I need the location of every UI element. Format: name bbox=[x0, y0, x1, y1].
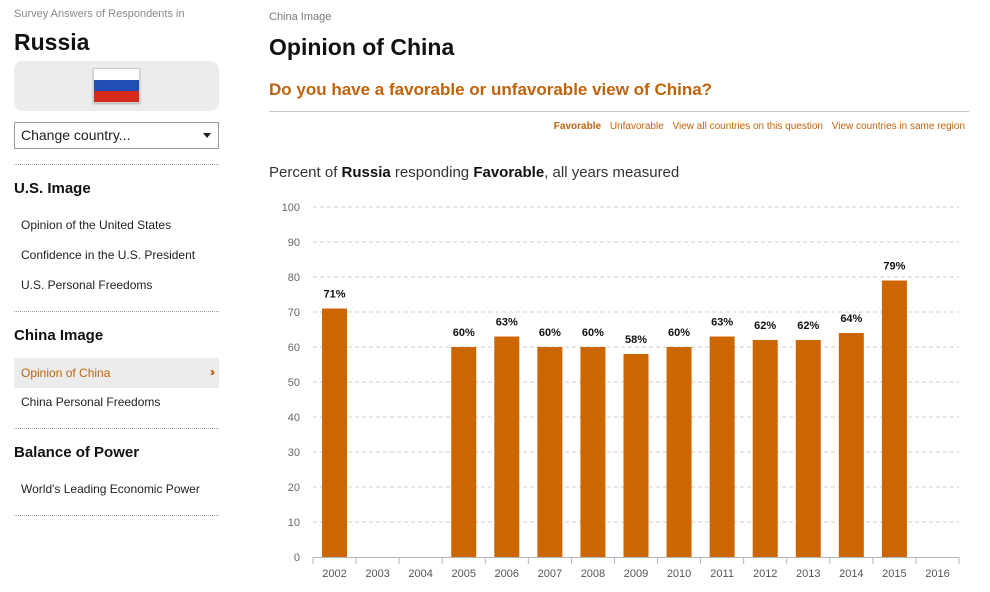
x-tick-label: 2007 bbox=[538, 568, 562, 580]
breadcrumb[interactable]: China Image bbox=[269, 11, 332, 23]
bar bbox=[451, 347, 477, 557]
x-tick-label: 2009 bbox=[624, 568, 648, 580]
filter-links: Favorable Unfavorable View all countries… bbox=[548, 121, 965, 132]
x-tick-label: 2003 bbox=[365, 568, 389, 580]
survey-question: Do you have a favorable or unfavorable v… bbox=[269, 80, 713, 99]
y-tick-label: 10 bbox=[288, 517, 300, 529]
caption-prefix: Percent of bbox=[269, 164, 342, 181]
russia-flag-icon bbox=[93, 68, 140, 103]
x-tick-label: 2010 bbox=[667, 568, 691, 580]
page-title: Opinion of China bbox=[269, 34, 455, 60]
divider bbox=[14, 164, 219, 165]
data-label: 71% bbox=[324, 289, 346, 301]
divider bbox=[14, 428, 219, 429]
bar bbox=[752, 340, 778, 557]
change-country-select[interactable]: Change country... bbox=[14, 122, 219, 149]
bar bbox=[881, 280, 907, 557]
y-tick-label: 100 bbox=[282, 202, 300, 214]
data-label: 63% bbox=[496, 317, 518, 329]
nav-item-opinion-of-us[interactable]: Opinion of the United States bbox=[21, 218, 172, 232]
x-tick-label: 2014 bbox=[839, 568, 863, 580]
bar bbox=[666, 347, 692, 557]
caption-middle: responding bbox=[390, 164, 474, 181]
bar bbox=[322, 308, 348, 557]
y-tick-label: 80 bbox=[288, 272, 300, 284]
y-tick-label: 60 bbox=[288, 342, 300, 354]
data-label: 62% bbox=[754, 320, 776, 332]
data-label: 60% bbox=[668, 327, 690, 339]
caption-suffix: , all years measured bbox=[544, 164, 680, 181]
flag-panel bbox=[14, 61, 219, 111]
nav-item-label: Opinion of China bbox=[21, 366, 111, 380]
filter-favorable-link[interactable]: Favorable bbox=[553, 121, 602, 132]
y-tick-label: 90 bbox=[288, 237, 300, 249]
y-tick-label: 0 bbox=[294, 552, 300, 564]
divider bbox=[14, 515, 219, 516]
bar bbox=[537, 347, 563, 557]
chart-caption: Percent of Russia responding Favorable, … bbox=[269, 164, 679, 181]
x-tick-label: 2002 bbox=[322, 568, 346, 580]
data-label: 64% bbox=[840, 313, 862, 325]
bar bbox=[709, 336, 735, 557]
data-label: 60% bbox=[453, 327, 475, 339]
dropdown-caret-icon bbox=[203, 133, 211, 138]
data-label: 63% bbox=[711, 317, 733, 329]
filter-unfavorable-link[interactable]: Unfavorable bbox=[609, 121, 664, 132]
bar bbox=[623, 354, 649, 557]
x-tick-label: 2006 bbox=[495, 568, 519, 580]
section-title-china-image: China Image bbox=[14, 327, 104, 344]
nav-item-china-personal-freedoms[interactable]: China Personal Freedoms bbox=[21, 395, 161, 409]
divider bbox=[14, 311, 219, 312]
view-same-region-link[interactable]: View countries in same region bbox=[831, 121, 965, 132]
y-tick-label: 30 bbox=[288, 447, 300, 459]
data-label: 60% bbox=[539, 327, 561, 339]
x-tick-label: 2013 bbox=[796, 568, 820, 580]
caption-country: Russia bbox=[341, 164, 391, 181]
nav-item-confidence-us-president[interactable]: Confidence in the U.S. President bbox=[21, 248, 196, 262]
x-tick-label: 2012 bbox=[753, 568, 777, 580]
data-label: 60% bbox=[582, 327, 604, 339]
view-all-countries-link[interactable]: View all countries on this question bbox=[672, 121, 823, 132]
bar bbox=[795, 340, 821, 557]
x-tick-label: 2005 bbox=[451, 568, 475, 580]
bar bbox=[494, 336, 520, 557]
y-tick-label: 70 bbox=[288, 307, 300, 319]
change-country-label: Change country... bbox=[21, 127, 131, 143]
y-tick-label: 40 bbox=[288, 412, 300, 424]
double-chevron-right-icon: ›› bbox=[210, 365, 215, 379]
divider bbox=[269, 111, 969, 112]
data-label: 79% bbox=[883, 261, 905, 273]
nav-item-us-personal-freedoms[interactable]: U.S. Personal Freedoms bbox=[21, 278, 153, 292]
country-name: Russia bbox=[14, 29, 90, 55]
data-label: 58% bbox=[625, 334, 647, 346]
bar bbox=[838, 333, 864, 557]
data-label: 62% bbox=[797, 320, 819, 332]
bar bbox=[580, 347, 606, 557]
caption-response: Favorable bbox=[473, 164, 545, 181]
section-title-us-image: U.S. Image bbox=[14, 180, 91, 197]
y-tick-label: 50 bbox=[288, 377, 300, 389]
x-tick-label: 2015 bbox=[882, 568, 906, 580]
x-tick-label: 2011 bbox=[710, 568, 734, 580]
x-tick-label: 2008 bbox=[581, 568, 605, 580]
x-tick-label: 2016 bbox=[925, 568, 949, 580]
section-title-balance-of-power: Balance of Power bbox=[14, 444, 140, 461]
survey-caption: Survey Answers of Respondents in bbox=[14, 8, 185, 20]
x-tick-label: 2004 bbox=[408, 568, 432, 580]
y-tick-label: 20 bbox=[288, 482, 300, 494]
favorable-bar-chart: 0 10 20 30 40 50 60 70 80 90 100 2002 71% 2003 2004 200… bbox=[282, 202, 960, 580]
nav-item-leading-economic-power[interactable]: World's Leading Economic Power bbox=[21, 482, 200, 496]
nav-item-opinion-of-china[interactable]: Opinion of China ›› bbox=[14, 358, 219, 388]
